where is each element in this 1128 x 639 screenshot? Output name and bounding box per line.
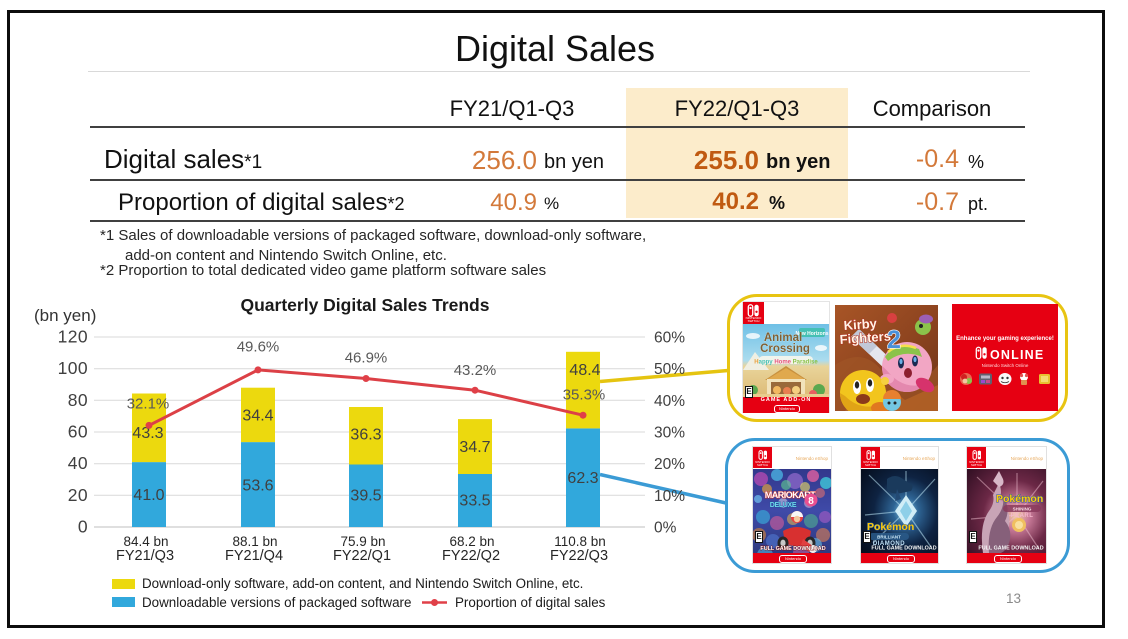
svg-text:FULL GAME DOWNLOAD: FULL GAME DOWNLOAD [978,546,1043,552]
svg-text:Pokémon: Pokémon [996,493,1043,505]
svg-text:53.6: 53.6 [242,478,273,495]
svg-text:Fighters: Fighters [839,328,891,347]
svg-text:Quarterly Digital Sales Trends: Quarterly Digital Sales Trends [241,295,490,315]
svg-text:Kirby: Kirby [843,316,878,333]
svg-text:(bn yen): (bn yen) [34,306,96,325]
svg-text:FY22/Q2: FY22/Q2 [442,548,500,564]
svg-text:35.3%: 35.3% [563,387,606,404]
svg-text:34.7: 34.7 [459,439,490,456]
svg-text:New Horizons: New Horizons [795,331,828,337]
svg-text:FY21/Q4: FY21/Q4 [225,548,283,564]
svg-text:FY22/Q1: FY22/Q1 [333,548,391,564]
svg-text:Crossing: Crossing [760,343,810,355]
svg-text:110.8 bn: 110.8 bn [554,534,606,549]
svg-text:120: 120 [58,327,88,347]
svg-text:10%: 10% [654,488,685,505]
svg-text:50%: 50% [654,361,685,378]
svg-text:40: 40 [68,453,88,473]
svg-text:BRILLIANT: BRILLIANT [877,535,901,540]
svg-text:100: 100 [58,358,88,378]
svg-text:75.9 bn: 75.9 bn [340,534,385,549]
svg-text:46.9%: 46.9% [345,350,388,367]
svg-text:80: 80 [68,390,88,410]
svg-text:30%: 30% [654,425,685,442]
svg-text:FY21/Q3: FY21/Q3 [116,548,174,564]
svg-text:FULL GAME DOWNLOAD: FULL GAME DOWNLOAD [760,546,825,552]
svg-text:36.3: 36.3 [350,427,381,444]
svg-text:60%: 60% [654,330,685,347]
svg-text:34.4: 34.4 [242,408,273,425]
svg-text:SHINING: SHINING [1013,507,1032,512]
svg-text:88.1 bn: 88.1 bn [232,534,277,549]
svg-text:DIAMOND: DIAMOND [873,541,905,547]
svg-text:0%: 0% [654,520,677,537]
svg-text:FY22/Q3: FY22/Q3 [550,548,608,564]
svg-text:Animal: Animal [764,332,802,344]
svg-text:49.6%: 49.6% [237,339,280,356]
svg-text:PEARL: PEARL [1011,513,1034,519]
svg-text:43.2%: 43.2% [454,362,497,379]
svg-text:20: 20 [68,485,88,505]
svg-text:Proportion of digital sales: Proportion of digital sales [455,595,606,610]
svg-text:60: 60 [68,422,88,442]
svg-text:Pokémon: Pokémon [867,521,914,533]
svg-text:DELUXE: DELUXE [770,502,797,509]
svg-text:FULL GAME DOWNLOAD: FULL GAME DOWNLOAD [871,546,936,552]
svg-text:68.2 bn: 68.2 bn [449,534,494,549]
svg-text:Happy Home Paradise: Happy Home Paradise [754,360,818,366]
svg-text:41.0: 41.0 [133,487,164,504]
svg-text:48.4: 48.4 [569,362,600,379]
svg-text:39.5: 39.5 [350,488,381,505]
svg-text:8: 8 [808,496,814,507]
svg-text:62.3: 62.3 [567,470,598,487]
svg-text:32.1%: 32.1% [127,396,170,413]
svg-text:Downloadable versions of packa: Downloadable versions of packaged softwa… [142,595,411,610]
svg-text:43.3: 43.3 [132,425,163,442]
svg-text:84.4 bn: 84.4 bn [123,534,168,549]
svg-text:Download-only software, add-on: Download-only software, add-on content, … [142,576,583,591]
svg-text:33.5: 33.5 [459,493,490,510]
svg-text:MARIOKART: MARIOKART [765,490,816,500]
svg-text:20%: 20% [654,456,685,473]
svg-text:0: 0 [78,517,88,537]
svg-text:2: 2 [887,326,901,354]
svg-text:40%: 40% [654,393,685,410]
